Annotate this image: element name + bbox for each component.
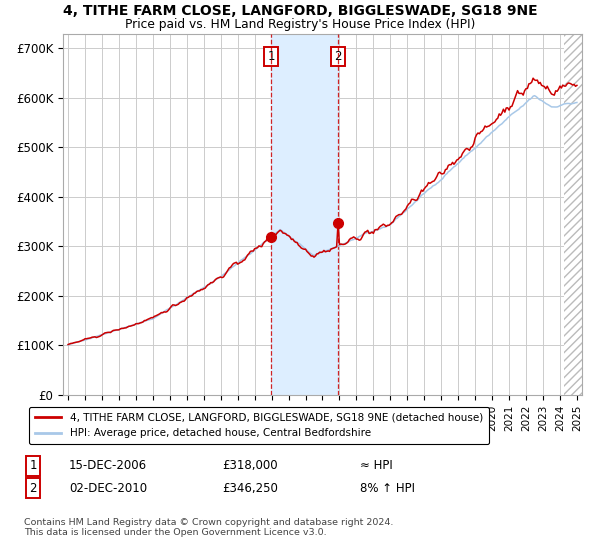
Bar: [271, 34, 338, 395]
Text: 2: 2: [29, 482, 37, 495]
Text: Price paid vs. HM Land Registry's House Price Index (HPI): Price paid vs. HM Land Registry's House …: [125, 18, 475, 31]
Text: Contains HM Land Registry data © Crown copyright and database right 2024.
This d: Contains HM Land Registry data © Crown c…: [24, 518, 394, 538]
Text: 1: 1: [267, 50, 275, 63]
Text: ≈ HPI: ≈ HPI: [360, 459, 393, 473]
Text: 15-DEC-2006: 15-DEC-2006: [69, 459, 147, 473]
Text: 2: 2: [334, 50, 342, 63]
Text: 1: 1: [29, 459, 37, 473]
Legend: 4, TITHE FARM CLOSE, LANGFORD, BIGGLESWADE, SG18 9NE (detached house), HPI: Aver: 4, TITHE FARM CLOSE, LANGFORD, BIGGLESWA…: [29, 407, 490, 445]
Text: 4, TITHE FARM CLOSE, LANGFORD, BIGGLESWADE, SG18 9NE: 4, TITHE FARM CLOSE, LANGFORD, BIGGLESWA…: [62, 4, 538, 18]
Bar: [564, 34, 590, 395]
Text: £346,250: £346,250: [222, 482, 278, 495]
Text: £318,000: £318,000: [222, 459, 278, 473]
Bar: [564, 34, 590, 395]
Text: 8% ↑ HPI: 8% ↑ HPI: [360, 482, 415, 495]
Text: 02-DEC-2010: 02-DEC-2010: [69, 482, 147, 495]
